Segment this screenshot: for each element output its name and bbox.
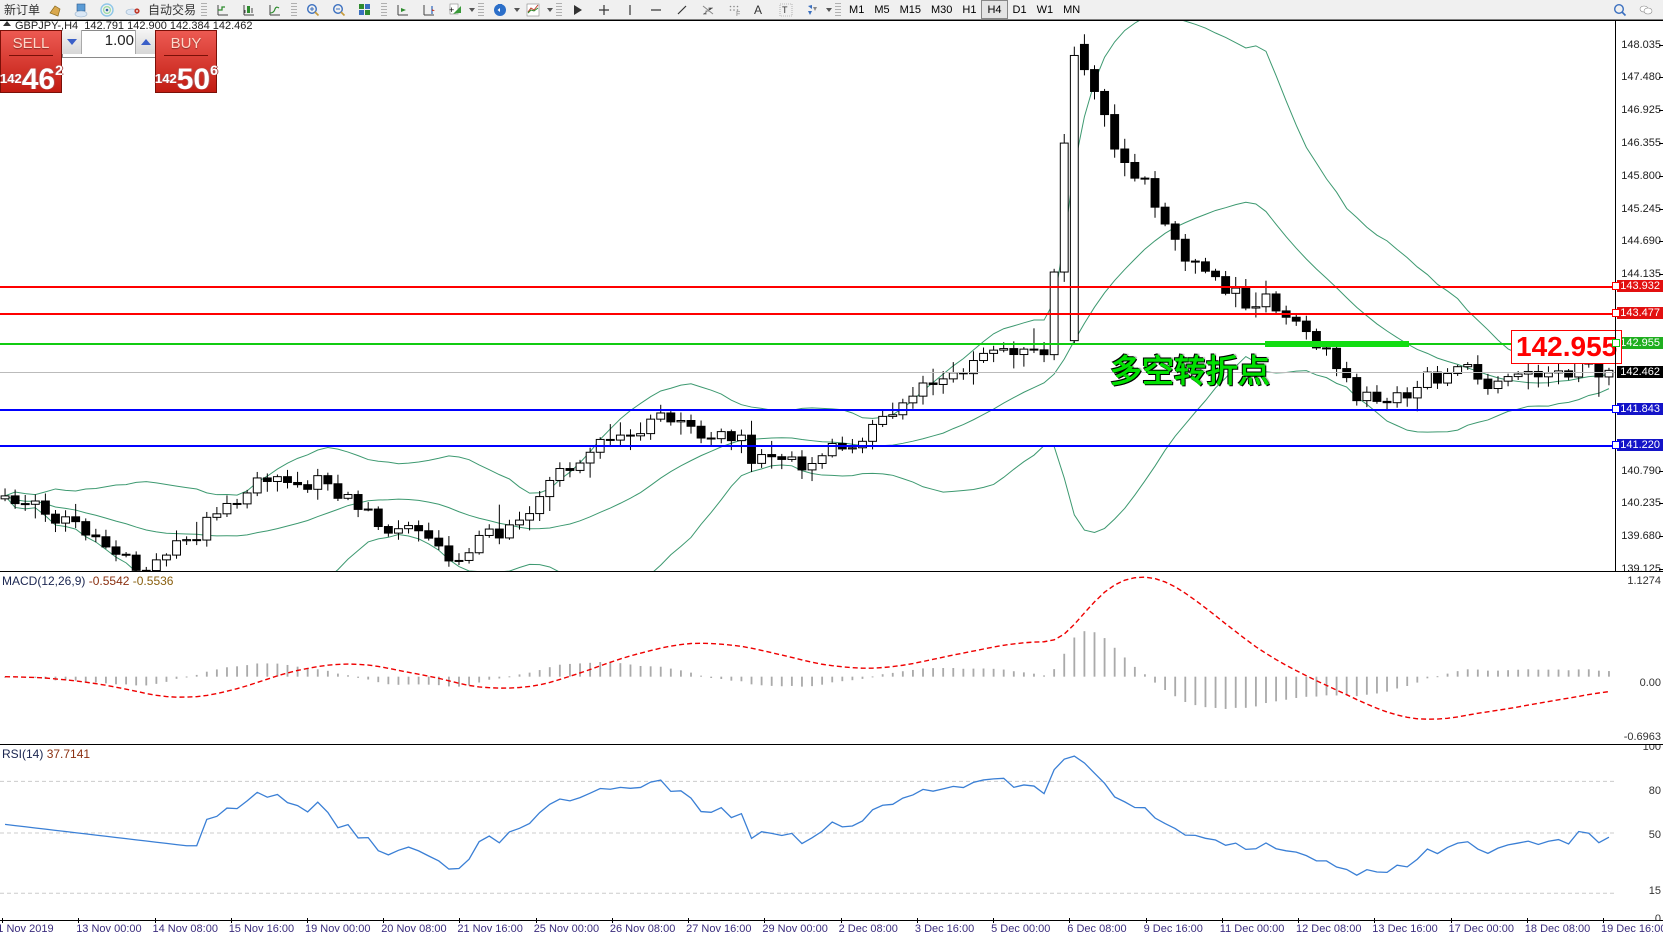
svg-text:+: + xyxy=(449,5,454,15)
svg-text:A: A xyxy=(754,3,762,17)
svg-text:T: T xyxy=(782,5,788,15)
svg-text:F: F xyxy=(736,11,740,18)
